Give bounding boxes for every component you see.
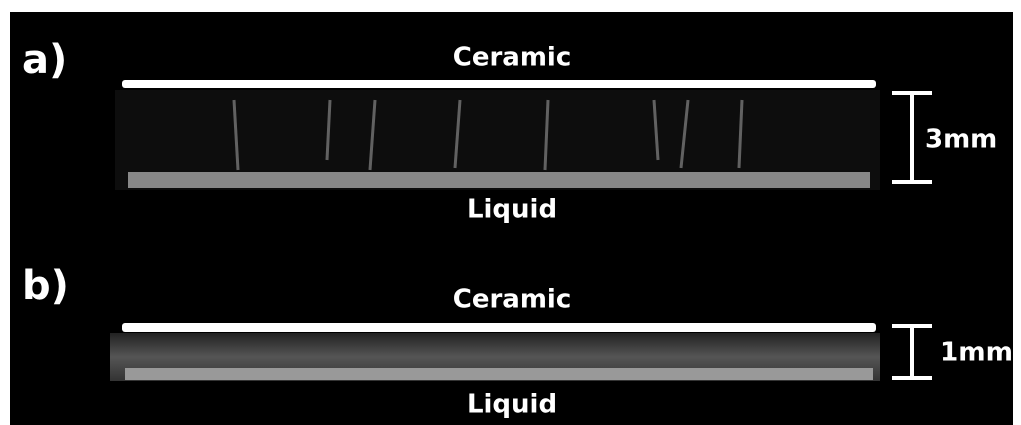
top-label: Ceramic bbox=[453, 285, 572, 315]
bottom-label: Liquid bbox=[467, 390, 557, 420]
bottom-label: Liquid bbox=[467, 195, 557, 225]
top-label: Ceramic bbox=[453, 43, 572, 73]
ceramic-bar-b bbox=[122, 323, 876, 332]
scale-label: 1mm bbox=[940, 338, 1013, 368]
panel-label: b) bbox=[22, 263, 69, 309]
figure: a) Ceramic Liquid 3mm b) Ceramic Liquid … bbox=[0, 0, 1021, 425]
scale-label: 3mm bbox=[925, 125, 997, 155]
panel-label: a) bbox=[22, 37, 67, 83]
ceramic-bar-a bbox=[122, 80, 876, 88]
liquid-band-b bbox=[125, 368, 873, 380]
liquid-band-a bbox=[128, 172, 870, 188]
